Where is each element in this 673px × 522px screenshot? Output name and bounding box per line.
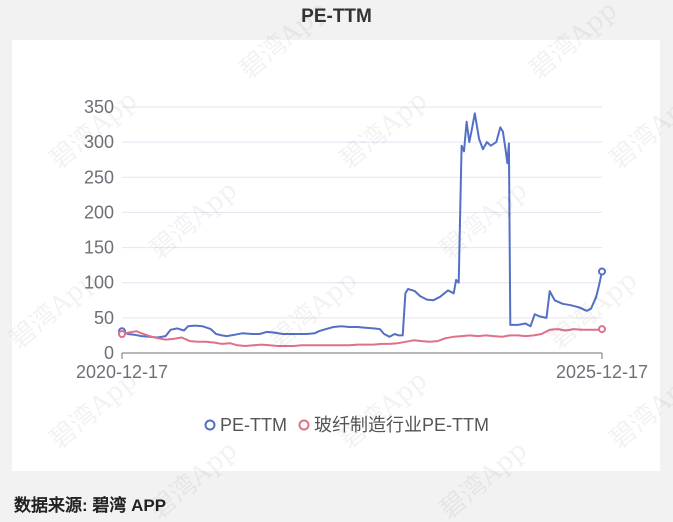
y-tick-label: 250 <box>84 167 114 187</box>
legend-marker-1 <box>204 419 216 431</box>
data-source-text: 数据来源: 碧湾 APP <box>14 496 167 515</box>
y-tick-label: 200 <box>84 202 114 222</box>
series-start-point-2 <box>118 330 126 339</box>
y-tick-label: 300 <box>84 132 114 152</box>
y-tick-label: 50 <box>94 308 114 328</box>
legend-label-1: PE-TTM <box>220 415 287 435</box>
series-end-point-1 <box>598 267 606 276</box>
y-tick-label: 150 <box>84 238 114 258</box>
x-tick-label: 2025-12-17 <box>556 362 648 382</box>
legend-marker-2 <box>298 419 310 431</box>
chart-svg: 0 50 100 150 200 250 300 350 2020-12-17 2025-12-1… <box>76 97 648 435</box>
y-tick-label: 100 <box>84 273 114 293</box>
series-line-2 <box>121 328 603 347</box>
chart-title: PE-TTM <box>301 6 372 27</box>
series-line-1 <box>121 112 603 339</box>
legend-label-2: 玻纤制造行业PE-TTM <box>314 415 489 435</box>
x-tick-label: 2020-12-17 <box>76 362 168 382</box>
y-tick-label: 0 <box>104 343 114 363</box>
y-tick-label: 350 <box>84 97 114 117</box>
chart-panel: 0 50 100 150 200 250 300 350 2020-12-17 2025-12-1… <box>12 40 660 471</box>
series-end-point-2 <box>598 325 606 334</box>
